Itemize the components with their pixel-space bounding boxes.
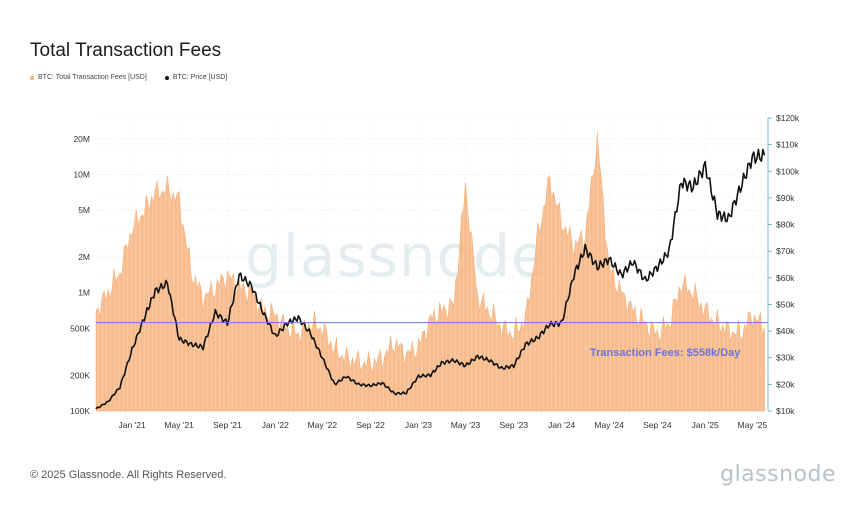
x-tick-label: Sep '21 xyxy=(213,420,242,430)
y-right-tick-label: $60k xyxy=(776,273,795,283)
price-line-layer xyxy=(95,148,766,410)
x-tick-label: May '22 xyxy=(308,420,338,430)
copyright-footer: © 2025 Glassnode. All Rights Reserved. xyxy=(30,469,227,481)
x-tick-label: Jan '22 xyxy=(262,420,289,430)
y-left-tick-label: 100K xyxy=(70,406,90,416)
x-tick-label: May '23 xyxy=(451,420,481,430)
y-right-tick-label: $30k xyxy=(776,353,795,363)
fees-area xyxy=(95,132,765,412)
y-left-tick-label: 500K xyxy=(70,323,90,333)
legend-item-fees[interactable]: BTC: Total Transaction Fees [USD] xyxy=(30,74,147,81)
y-right-tick-label: $100k xyxy=(776,166,800,176)
x-tick-label: May '25 xyxy=(738,420,768,430)
y-left-tick-label: 2M xyxy=(78,252,90,262)
y-right-tick-label: $10k xyxy=(776,406,795,416)
x-tick-label: Jan '24 xyxy=(548,420,575,430)
x-tick-label: Jan '25 xyxy=(692,420,719,430)
fees-area-layer xyxy=(95,118,767,412)
x-tick-label: Jan '23 xyxy=(405,420,432,430)
legend-item-price[interactable]: BTC: Price [USD] xyxy=(164,74,228,81)
legend-swatch-price xyxy=(164,75,169,80)
y-left-tick-label: 5M xyxy=(78,205,90,215)
y-right-tick-label: $90k xyxy=(776,193,795,203)
legend: BTC: Total Transaction Fees [USD] BTC: P… xyxy=(30,74,227,81)
x-tick-label: Jan '21 xyxy=(119,420,146,430)
legend-swatch-fees xyxy=(30,75,34,80)
y-right-tick-label: $120k xyxy=(776,113,800,123)
y-right-tick-label: $50k xyxy=(776,299,795,309)
y-left-tick-label: 20M xyxy=(73,134,90,144)
y-right-tick-label: $80k xyxy=(776,220,795,230)
x-tick-label: Sep '24 xyxy=(643,420,672,430)
y-right-tick-label: $40k xyxy=(776,326,795,336)
y-left-tick-label: 1M xyxy=(78,288,90,298)
threshold-label: Transaction Fees: $558k/Day xyxy=(590,347,741,359)
y-left-tick-label: 200K xyxy=(70,370,90,380)
x-tick-label: May '24 xyxy=(594,420,624,430)
y-right-tick-label: $110k xyxy=(776,140,799,150)
y-left-tick-label: 10M xyxy=(73,169,90,179)
glassnode-logo: glassnode xyxy=(720,462,836,487)
chart-title: Total Transaction Fees xyxy=(30,40,222,61)
price-line xyxy=(95,148,766,410)
legend-label-fees: BTC: Total Transaction Fees [USD] xyxy=(38,74,147,81)
axes-layer: 100K 200K 500K 1M 2M 5M 10M 20M $10k $20k $30k $40k… xyxy=(70,113,800,430)
x-tick-label: Sep '23 xyxy=(500,420,529,430)
y-right-tick-label: $20k xyxy=(776,379,795,389)
x-tick-label: Sep '22 xyxy=(356,420,385,430)
x-tick-label: May '21 xyxy=(164,420,194,430)
annotation-layer: Transaction Fees: $558k/Day xyxy=(96,322,768,359)
y-right-tick-label: $70k xyxy=(776,246,795,256)
legend-label-price: BTC: Price [USD] xyxy=(172,74,228,81)
